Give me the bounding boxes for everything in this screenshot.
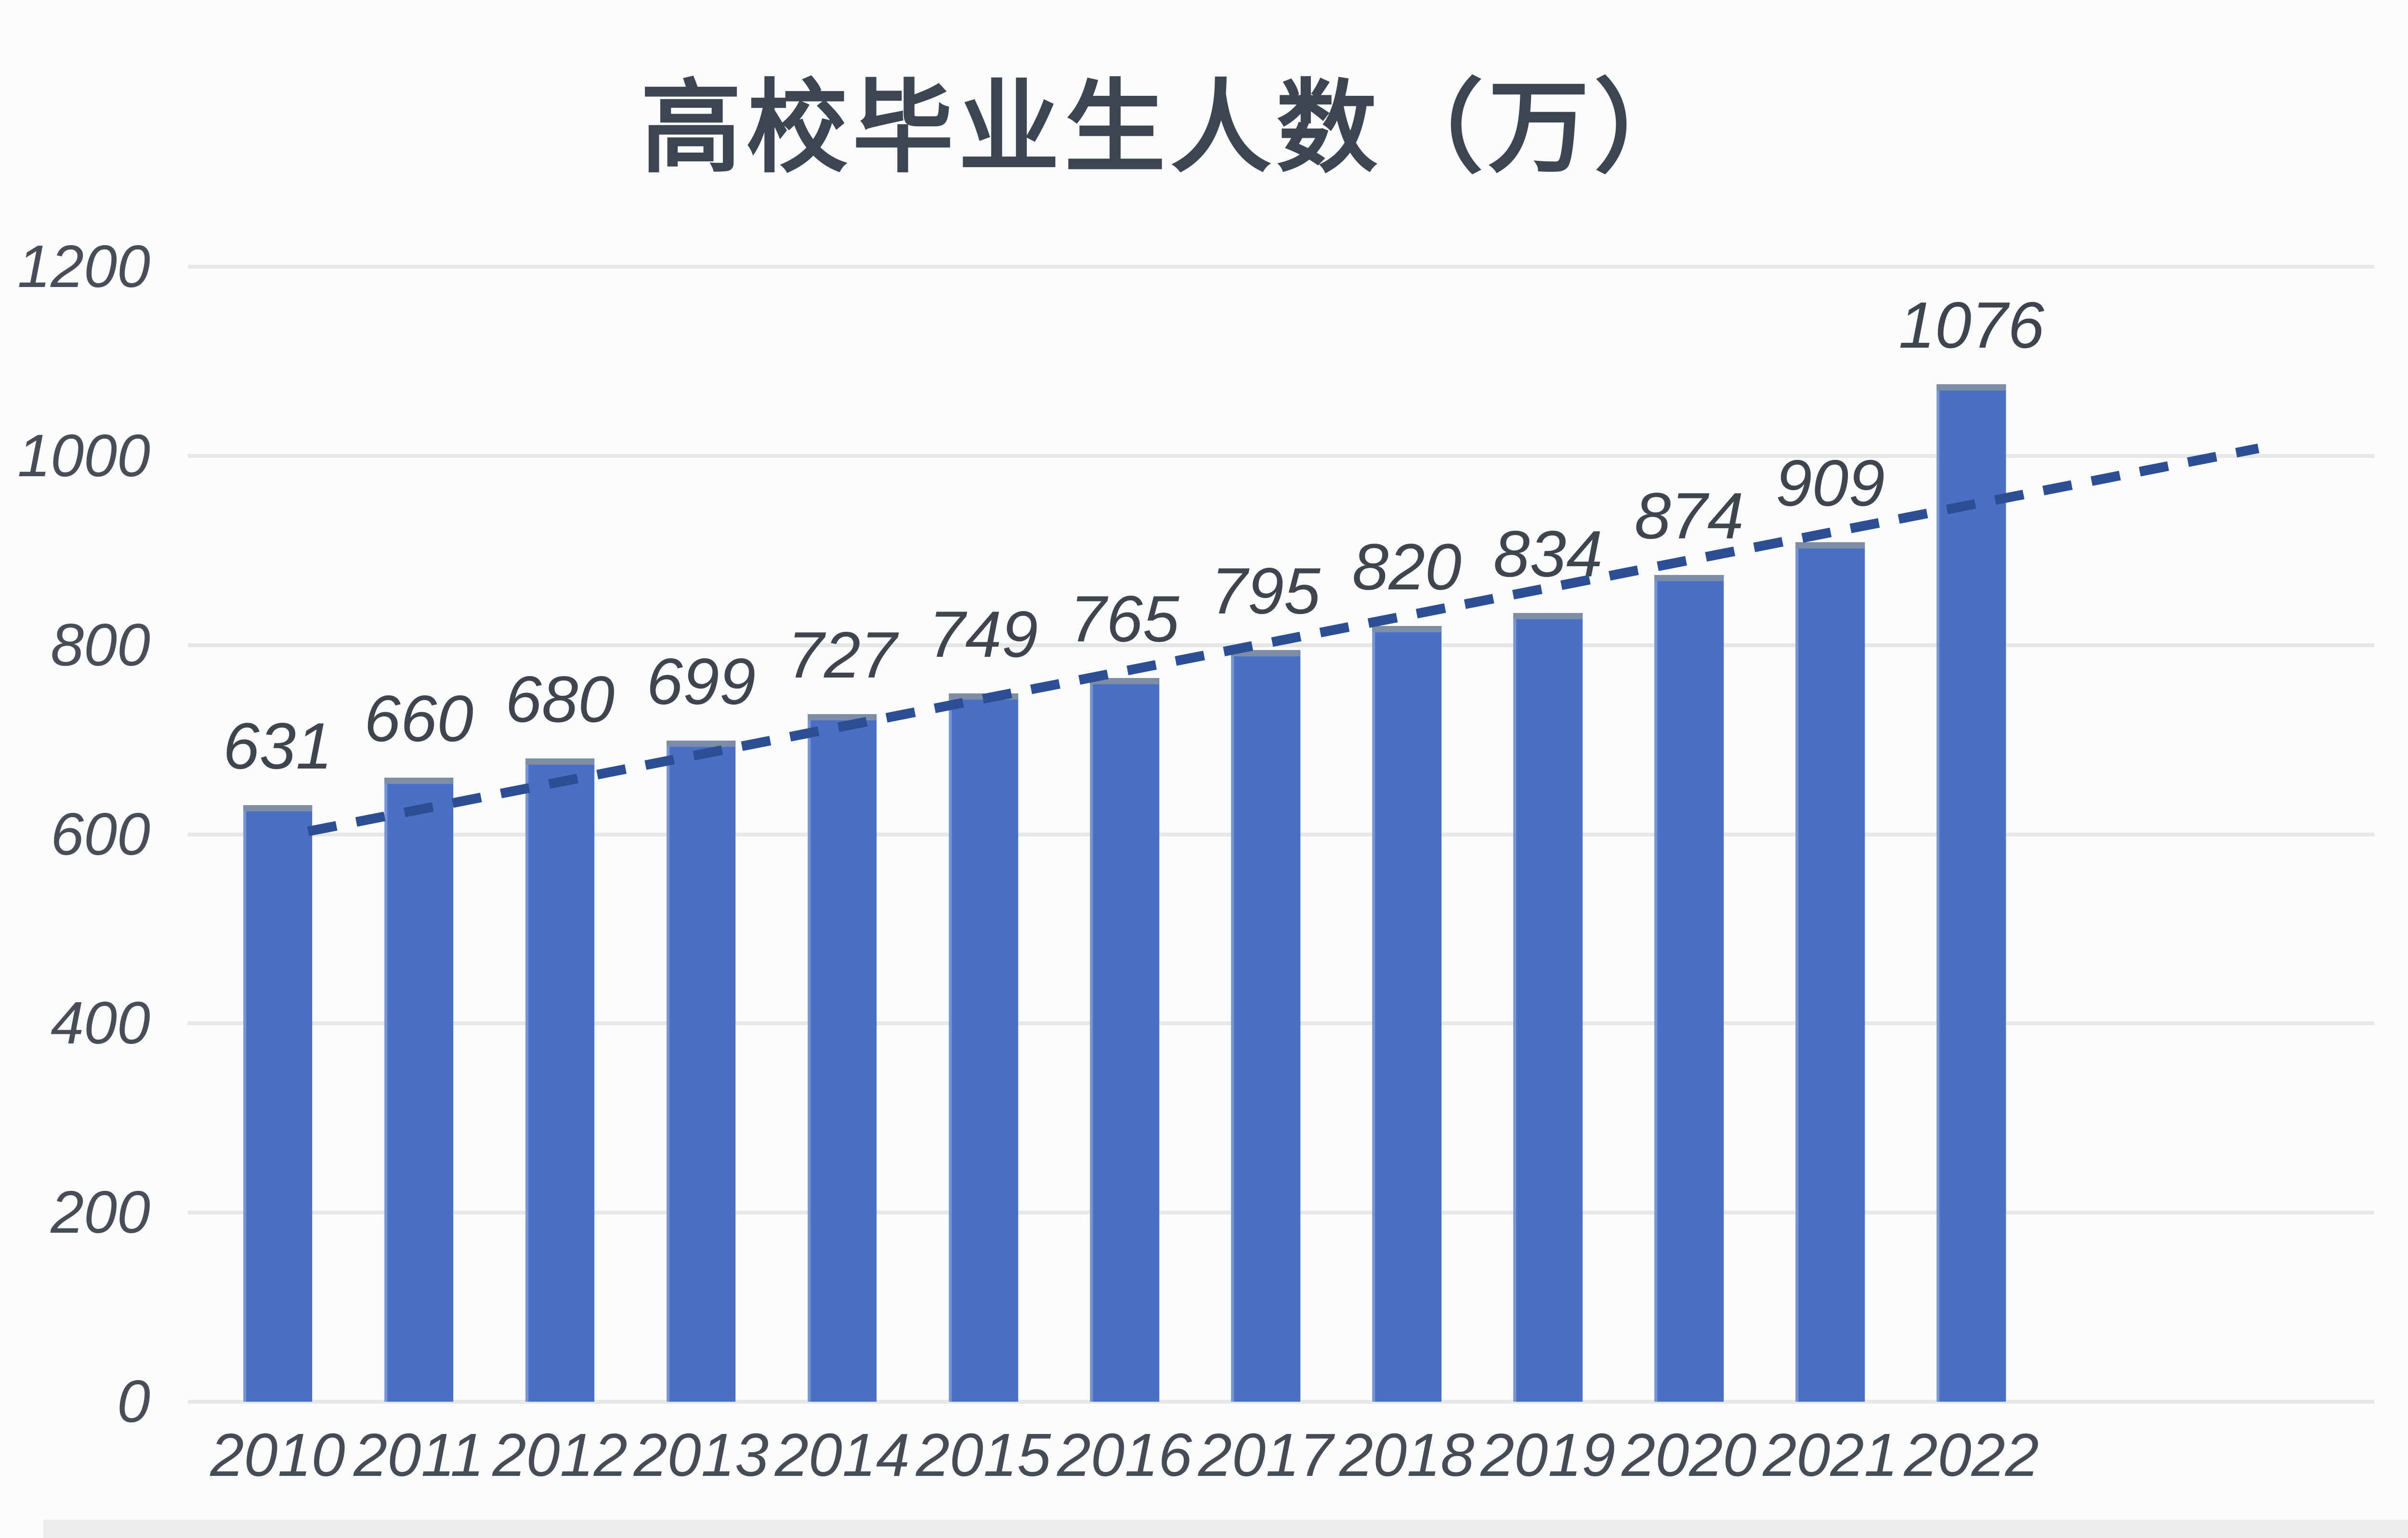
bar-column-2016: 765 2016 — [1054, 267, 1195, 1485]
y-axis-tick-label: 600 — [51, 801, 150, 868]
x-axis-tick-label: 2010 — [210, 1421, 345, 1489]
bar-2011 — [384, 777, 454, 1402]
x-axis-tick-label: 2015 — [916, 1421, 1051, 1489]
bar-2022 — [1937, 384, 2006, 1402]
y-axis: 0 200 400 600 800 1000 1200 — [0, 237, 150, 1432]
bar-column-2019: 834 2019 — [1478, 267, 1619, 1486]
bar-column-2020: 874 2020 — [1619, 267, 1760, 1485]
x-axis-tick-label: 2016 — [1057, 1421, 1192, 1489]
bar-column-2010: 631 2010 — [207, 267, 348, 1486]
bar-column-2018: 820 2018 — [1336, 267, 1478, 1485]
bar-2012 — [525, 758, 595, 1402]
bar-2019 — [1513, 613, 1583, 1402]
bar-value-label: 1076 — [1898, 288, 2044, 362]
bar-value-label: 795 — [1211, 554, 1321, 627]
bar-column-2013: 699 2013 — [630, 267, 772, 1485]
gridline — [188, 265, 2374, 269]
footer-strip — [43, 1520, 2408, 1538]
bar-value-label: 680 — [505, 663, 615, 736]
bar-2020 — [1654, 575, 1724, 1402]
bar-value-label: 909 — [1775, 446, 1885, 520]
bar-2017 — [1231, 650, 1300, 1402]
bar-column-2012: 680 2012 — [489, 267, 630, 1485]
x-axis-tick-label: 2012 — [492, 1421, 628, 1489]
bar-value-label: 765 — [1070, 582, 1179, 656]
y-axis-tick-label: 0 — [117, 1369, 150, 1435]
x-axis-tick-label: 2020 — [1622, 1421, 1757, 1489]
y-axis-tick-label: 1000 — [17, 422, 150, 489]
gridline — [188, 454, 2374, 458]
bar-column-2011: 660 2011 — [348, 267, 489, 1486]
bar-value-label: 834 — [1493, 517, 1603, 590]
y-axis-tick-label: 200 — [51, 1179, 150, 1246]
x-axis-tick-label: 2013 — [633, 1421, 769, 1489]
bar-value-label: 727 — [787, 618, 897, 692]
bar-column-2022: 1076 2022 — [1898, 267, 2044, 1486]
bar-2021 — [1795, 542, 1865, 1402]
y-axis-tick-label: 1200 — [17, 234, 150, 300]
y-axis-tick-label: 400 — [51, 990, 150, 1057]
bar-2014 — [808, 714, 877, 1402]
x-axis-tick-label: 2017 — [1198, 1421, 1334, 1489]
bar-value-label: 699 — [646, 645, 756, 718]
bar-2013 — [666, 741, 736, 1402]
bar-value-label: 874 — [1634, 479, 1744, 553]
bar-2018 — [1372, 626, 1441, 1402]
bar-column-2021: 909 2021 — [1760, 267, 1901, 1486]
bar-column-2014: 727 2014 — [772, 267, 913, 1485]
chart-title: 高校毕业生人数（万） — [640, 71, 1700, 184]
bar-value-label: 749 — [929, 597, 1038, 671]
gridline — [188, 1400, 2374, 1404]
y-axis-tick-label: 800 — [51, 612, 150, 678]
x-axis-tick-label: 2022 — [1904, 1421, 2039, 1489]
bar-column-2017: 795 2017 — [1195, 267, 1336, 1486]
plot-area: 631 2010 660 2011 680 2012 699 2013 727 2014 749 20… — [188, 265, 2374, 1486]
bar-value-label: 660 — [364, 681, 474, 755]
bar-2010 — [243, 805, 313, 1402]
x-axis-tick-label: 2014 — [774, 1421, 910, 1489]
x-axis-tick-label: 2011 — [353, 1421, 484, 1489]
bar-2016 — [1090, 678, 1159, 1402]
x-axis-tick-label: 2019 — [1480, 1421, 1616, 1489]
trendline-path — [307, 443, 2260, 836]
x-axis-tick-label: 2021 — [1763, 1421, 1898, 1489]
x-axis-tick-label: 2018 — [1339, 1421, 1475, 1489]
bar-series: 631 2010 660 2011 680 2012 699 2013 727 2014 749 20… — [207, 267, 2044, 1486]
bar-value-label: 631 — [223, 709, 332, 782]
trendline — [307, 443, 2260, 836]
bar-value-label: 820 — [1352, 530, 1462, 604]
